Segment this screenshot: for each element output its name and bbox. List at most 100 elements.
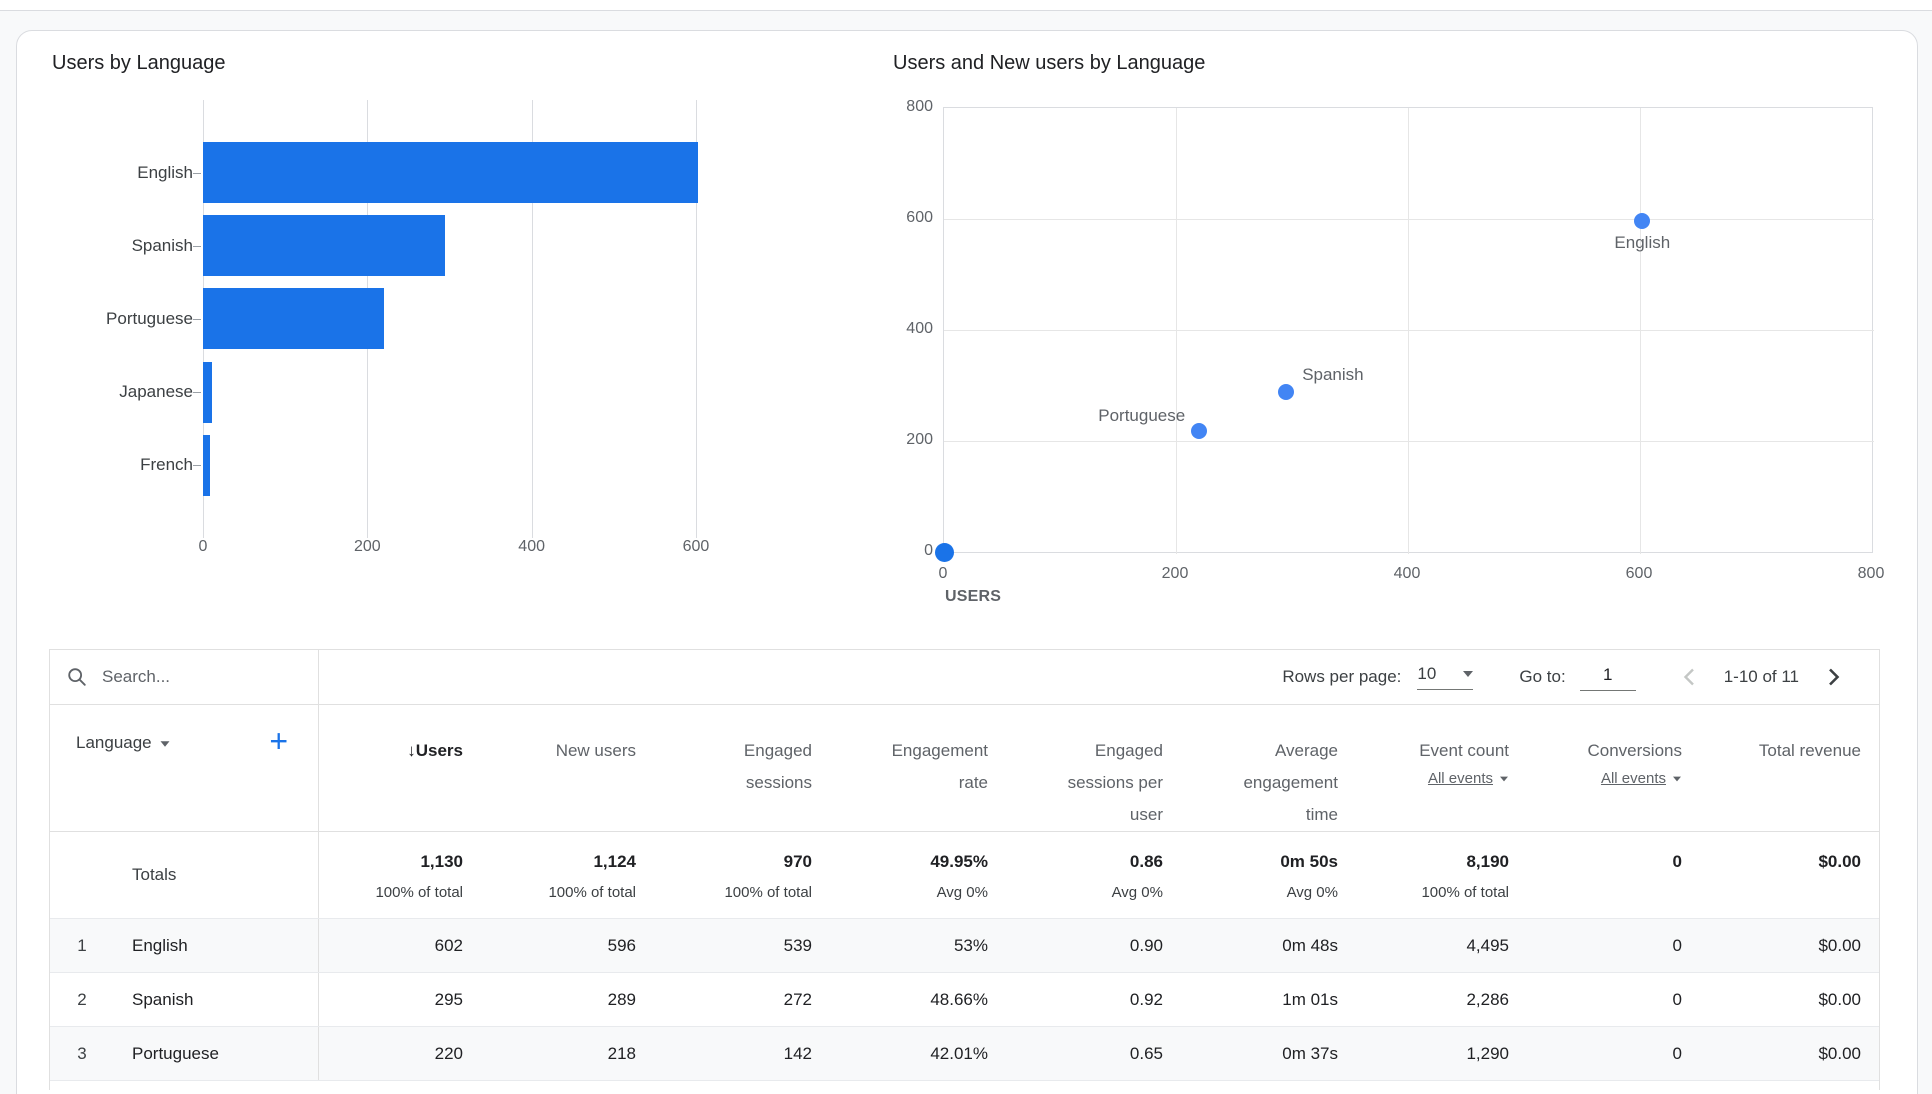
bar-category-label: Portuguese xyxy=(106,308,193,328)
gridline xyxy=(1176,108,1177,554)
add-dimension-button[interactable]: + xyxy=(269,723,288,759)
gridline xyxy=(1640,108,1641,554)
table-row: 1 English 602 596 539 53% 0.90 0m 48s 4,4… xyxy=(50,919,1879,973)
y-tick-label: 200 xyxy=(906,431,933,448)
table-row-partial xyxy=(50,1081,1879,1090)
row-index: 2 xyxy=(77,989,87,1009)
category-tick xyxy=(193,245,201,247)
x-tick-label: 200 xyxy=(353,538,381,555)
scatter-point-portuguese xyxy=(1191,423,1208,439)
table-search xyxy=(50,650,319,704)
x-tick-label: 0 xyxy=(938,565,948,582)
y-tick-label: 600 xyxy=(906,209,933,226)
bar-english xyxy=(203,142,698,203)
x-tick-label: 600 xyxy=(1625,565,1653,582)
rows-per-page-value: 10 xyxy=(1417,664,1437,683)
totals-users: 1,130 xyxy=(420,852,463,871)
column-header-event-count[interactable]: Event count All events xyxy=(1419,741,1509,787)
dimension-header-language[interactable]: Language + xyxy=(50,705,319,831)
bar-category-label: Japanese xyxy=(119,382,193,402)
event-count-filter[interactable]: All events xyxy=(1427,770,1493,787)
data-table: Rows per page: 10 Go to: 1-10 of 11 Lang… xyxy=(49,649,1880,1090)
pagination-range: 1-10 of 11 xyxy=(1723,667,1799,686)
scatter-x-axis-label: USERS xyxy=(945,588,1002,605)
scatter-plot-area: English Spanish Portuguese xyxy=(934,107,1874,562)
row-index: 3 xyxy=(77,1043,87,1063)
row-dimension: Portuguese xyxy=(132,1043,219,1063)
totals-engaged-sessions: 970 xyxy=(783,852,812,871)
rows-per-page-label: Rows per page: xyxy=(1282,667,1402,686)
gridline xyxy=(531,100,533,530)
bar-chart-title: Users by Language xyxy=(52,52,226,74)
top-bar xyxy=(0,0,1932,11)
column-header-average-engagement-time[interactable]: Average engagement time xyxy=(1243,741,1338,824)
axis-tick xyxy=(695,530,697,538)
column-header-conversions[interactable]: Conversions All events xyxy=(1587,741,1683,787)
x-tick-label: 200 xyxy=(1161,565,1189,582)
language-header-label: Language xyxy=(76,733,152,752)
rows-per-page-select[interactable]: 10 xyxy=(1417,664,1474,690)
row-index: 1 xyxy=(77,935,87,955)
totals-average-engagement-time: 0m 50s xyxy=(1280,852,1338,871)
column-header-total-revenue[interactable]: Total revenue xyxy=(1758,741,1861,760)
column-header-users[interactable]: ↓Users xyxy=(407,741,463,760)
chevron-down-icon xyxy=(1673,776,1681,782)
column-header-engaged-sessions-per-user[interactable]: Engaged sessions per user xyxy=(1067,741,1163,824)
scatter-point-label: English xyxy=(1614,233,1671,253)
scatter-x-axis-ticks: 0 200 400 600 800 xyxy=(939,565,1885,587)
scatter-chart-title: Users and New users by Language xyxy=(893,52,1206,74)
chevron-down-icon xyxy=(1500,776,1508,782)
bar-category-label: English xyxy=(137,162,193,182)
totals-engaged-sessions-per-user: 0.86 xyxy=(1129,852,1163,871)
search-input[interactable] xyxy=(100,666,290,688)
conversions-filter[interactable]: All events xyxy=(1600,770,1666,787)
table-row: 3 Portuguese 220 218 142 42.01% 0.65 0m 3… xyxy=(50,1027,1879,1081)
scatter-point-spanish xyxy=(1278,383,1295,400)
category-tick xyxy=(193,392,201,394)
category-tick xyxy=(193,465,201,467)
x-tick-label: 0 xyxy=(198,538,208,555)
scatter-point-label: Portuguese xyxy=(1098,406,1186,425)
gridline xyxy=(944,219,1874,220)
bar-chart-plot-area xyxy=(193,100,848,538)
axis-tick xyxy=(531,530,533,538)
chevron-down-icon xyxy=(160,741,170,747)
table-pagination: Rows per page: 10 Go to: 1-10 of 11 xyxy=(319,663,1879,691)
totals-conversions: 0 xyxy=(1672,852,1682,871)
go-to-page-input[interactable] xyxy=(1579,663,1636,691)
scatter-point-label: Spanish xyxy=(1302,364,1364,384)
axis-tick xyxy=(367,530,369,538)
bar-chart-category-axis: English Spanish Portuguese Japanese French xyxy=(40,100,193,530)
x-tick-label: 800 xyxy=(1857,565,1885,582)
bar-spanish xyxy=(203,215,446,277)
x-tick-label: 600 xyxy=(682,538,710,555)
totals-total-revenue: $0.00 xyxy=(1818,852,1861,871)
totals-new-users: 1,124 xyxy=(593,852,636,871)
category-tick xyxy=(193,172,201,174)
bar-category-label: French xyxy=(140,455,193,475)
table-totals-row: Totals 1,130 100% of total 1,124 100% of t… xyxy=(50,832,1879,919)
chevron-down-icon xyxy=(1463,671,1474,677)
scatter-point-english xyxy=(1634,213,1651,230)
x-tick-label: 400 xyxy=(518,538,545,555)
table-row: 2 Spanish 295 289 272 48.66% 0.92 1m 01s … xyxy=(50,973,1879,1027)
column-header-engagement-rate[interactable]: Engagement rate xyxy=(891,741,988,792)
table-header-row: Language + ↓Users New users Engaged sess… xyxy=(50,705,1879,832)
sort-descending-icon: ↓ xyxy=(407,741,416,760)
axis-tick xyxy=(203,530,204,538)
next-page-icon[interactable] xyxy=(1821,665,1845,689)
bar-french xyxy=(203,434,210,496)
column-header-engaged-sessions[interactable]: Engaged sessions xyxy=(743,741,812,792)
previous-page-icon[interactable] xyxy=(1678,665,1702,689)
gridline xyxy=(944,330,1874,331)
bar-portuguese xyxy=(203,288,384,350)
scatter-point-origin xyxy=(934,542,954,562)
row-dimension: English xyxy=(132,935,188,955)
category-tick xyxy=(193,318,201,320)
row-dimension: Spanish xyxy=(132,989,194,1009)
column-header-new-users[interactable]: New users xyxy=(555,741,636,760)
go-to-label: Go to: xyxy=(1519,667,1566,686)
totals-engagement-rate: 49.95% xyxy=(930,852,988,871)
gridline xyxy=(1408,108,1409,554)
